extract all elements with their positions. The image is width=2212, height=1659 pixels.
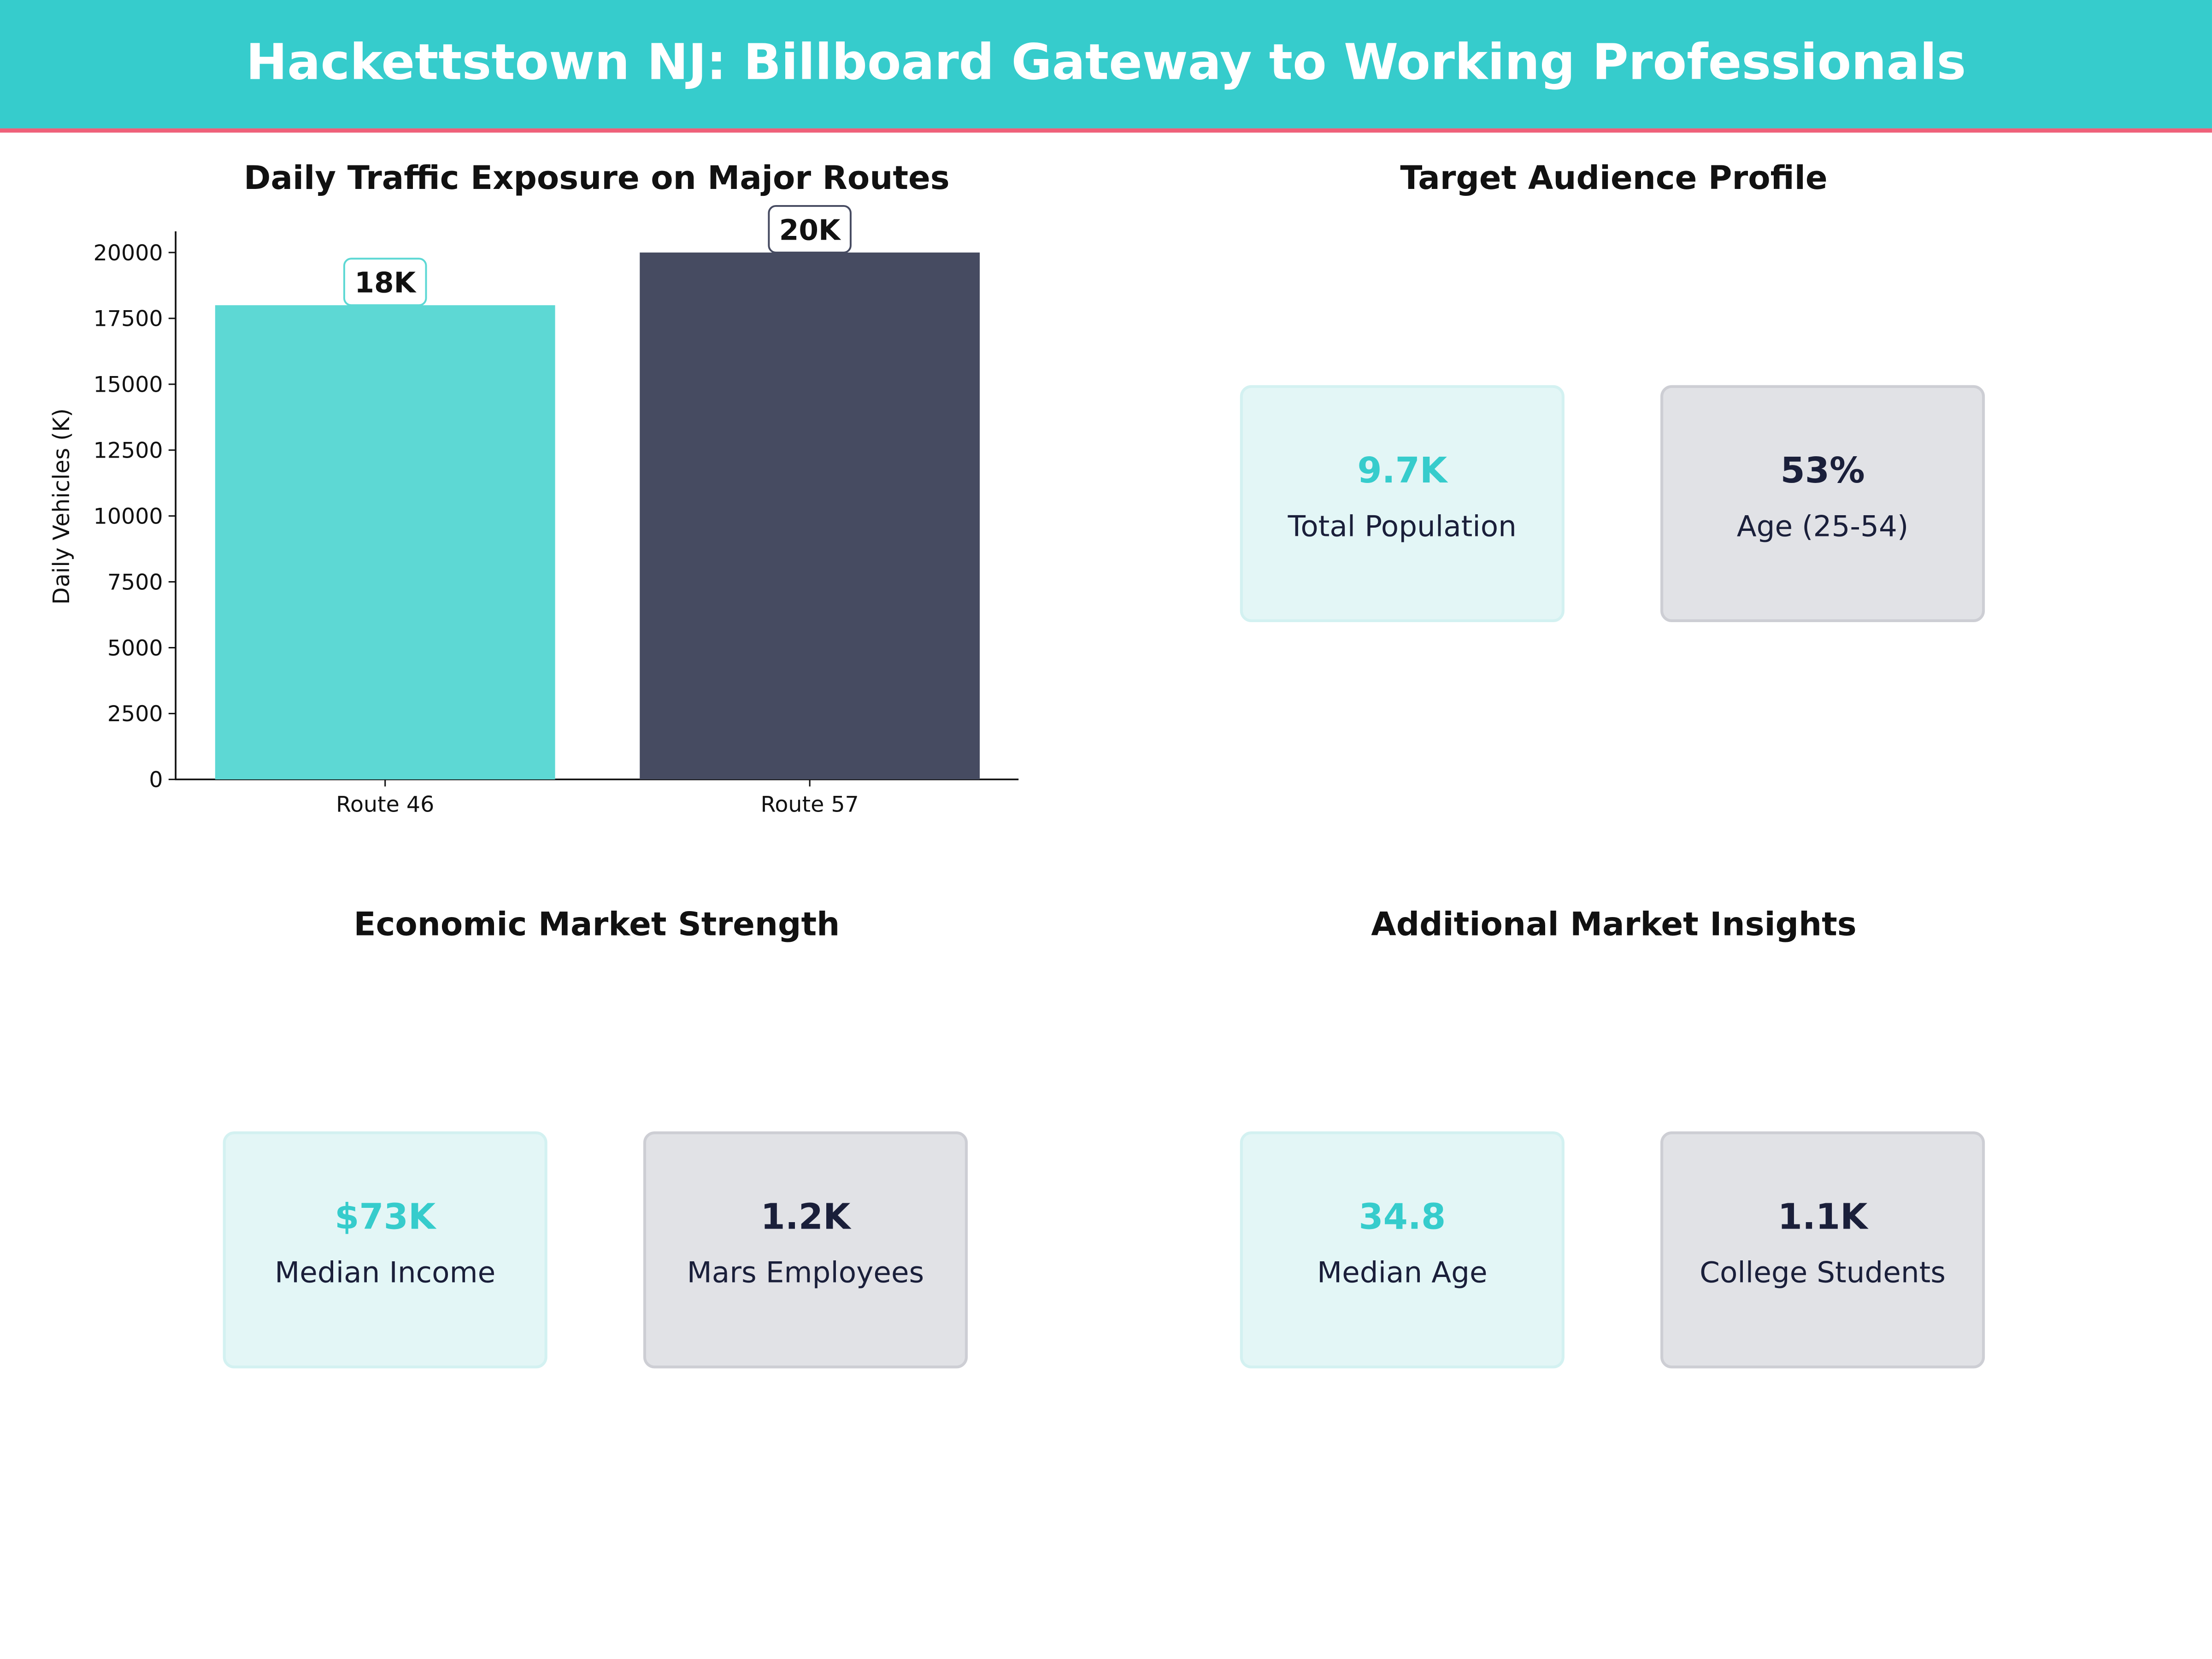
- x-tick-label: Route 57: [761, 792, 859, 818]
- card-total-population: 9.7K Total Population: [1240, 385, 1565, 622]
- y-tick-label: 17500: [94, 306, 163, 332]
- card-label: Mars Employees: [687, 1255, 924, 1289]
- data-label: 20K: [779, 214, 841, 247]
- insights-panel-title: Additional Market Insights: [1371, 907, 1857, 944]
- card-age-25-54: 53% Age (25-54): [1660, 385, 1985, 622]
- card-label: Median Income: [275, 1255, 496, 1289]
- card-median-age: 34.8 Median Age: [1240, 1131, 1565, 1369]
- card-value: 1.1K: [1777, 1196, 1868, 1237]
- card-median-income: $73K Median Income: [223, 1131, 547, 1369]
- y-tick-label: 2500: [107, 701, 163, 727]
- card-value: 53%: [1780, 450, 1865, 491]
- card-value: 1.2K: [760, 1196, 851, 1237]
- x-tick-label: Route 46: [336, 792, 434, 818]
- card-mars-employees: 1.2K Mars Employees: [643, 1131, 968, 1369]
- bars: Route 46 18K Route 57 20K: [215, 205, 980, 818]
- y-tick-label: 12500: [94, 438, 163, 464]
- y-tick-label: 0: [149, 767, 163, 793]
- card-label: Total Population: [1288, 509, 1517, 543]
- card-label: College Students: [1700, 1255, 1946, 1289]
- header-banner: [0, 0, 2212, 129]
- y-axis-label: Daily Vehicles (K): [48, 408, 75, 605]
- y-tick-label: 15000: [94, 372, 163, 398]
- y-tick-label: 10000: [94, 504, 163, 529]
- bar-route-57: [640, 252, 980, 780]
- data-label: 18K: [354, 267, 417, 300]
- data-label-box: [343, 258, 427, 306]
- audience-panel-title: Target Audience Profile: [1400, 160, 1828, 198]
- bar-route-46: [215, 305, 555, 780]
- header-accent-line: [0, 128, 2212, 133]
- card-value: 9.7K: [1357, 450, 1447, 491]
- card-college-students: 1.1K College Students: [1660, 1131, 1985, 1369]
- data-label-box: [768, 205, 852, 253]
- card-label: Age (25-54): [1736, 509, 1909, 543]
- y-ticks: 0 2500 5000 7500 10000 12500 15000 17500 20000: [94, 241, 176, 793]
- card-value: $73K: [335, 1196, 436, 1237]
- traffic-bar-chart: Daily Vehicles (K) 0 2500 5000 7500 10000 125…: [48, 205, 1019, 818]
- card-value: 34.8: [1359, 1196, 1446, 1237]
- y-tick-label: 7500: [107, 570, 163, 595]
- traffic-chart-title: Daily Traffic Exposure on Major Routes: [244, 160, 950, 198]
- economic-panel-title: Economic Market Strength: [353, 907, 840, 944]
- page-title: Hackettstown NJ: Billboard Gateway to Wo…: [246, 35, 1966, 92]
- y-tick-label: 5000: [107, 635, 163, 661]
- y-tick-label: 20000: [94, 241, 163, 266]
- card-label: Median Age: [1317, 1255, 1488, 1289]
